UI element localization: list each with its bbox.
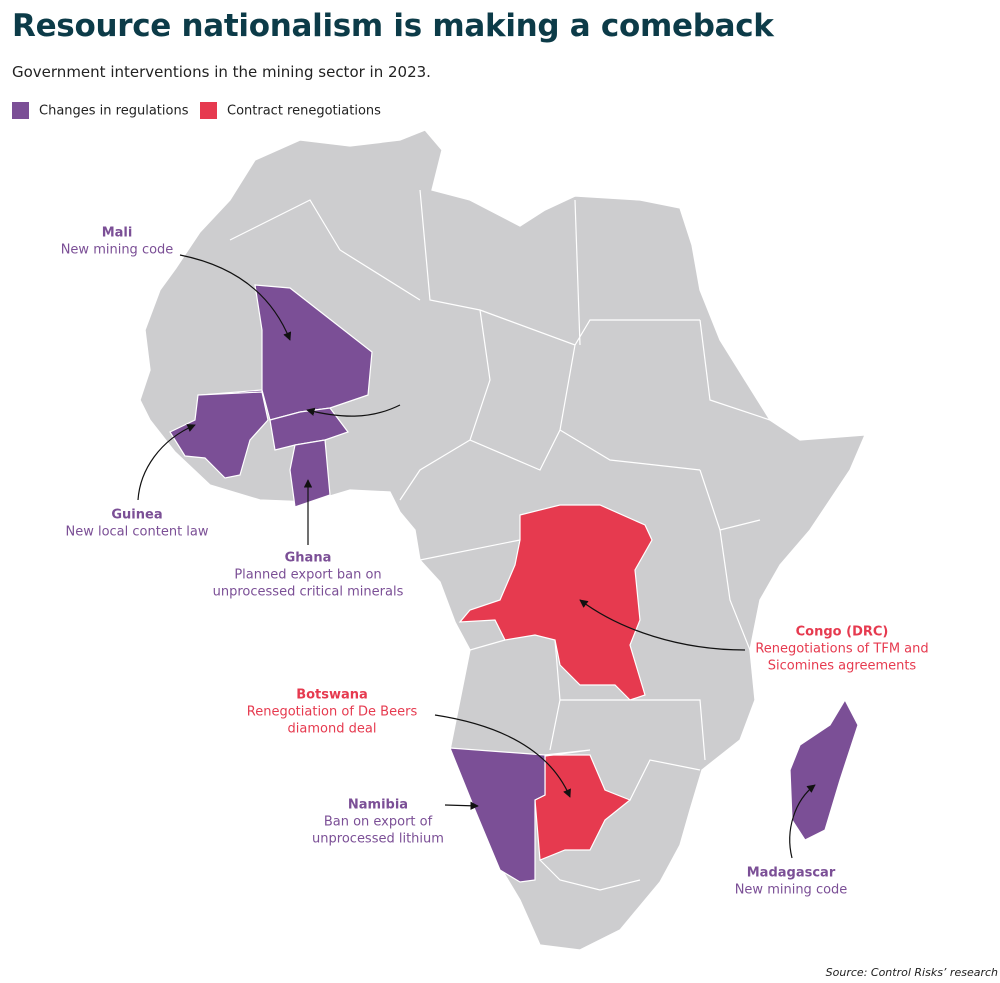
country: [789, 698, 859, 841]
annotation-country: Guinea: [111, 508, 162, 523]
annotation-country: Ghana: [285, 551, 332, 566]
arrow: [789, 784, 816, 859]
country: [269, 407, 349, 451]
country: [169, 391, 269, 479]
annotation-country: Botswana: [296, 688, 368, 703]
legend-swatch: [12, 102, 29, 119]
arrow: [179, 254, 292, 341]
subtitle: Government interventions in the mining s…: [12, 63, 431, 81]
annotation-country: Congo (DRC): [796, 625, 889, 640]
annotation-text: Renegotiation of De Beers: [247, 705, 418, 720]
source: Source: Control Risks’ research: [825, 966, 998, 979]
legend-swatch: [200, 102, 217, 119]
annotation-country: Mali: [102, 226, 133, 241]
borders: [229, 189, 771, 891]
annotation-text: Renegotiations of TFM and: [755, 642, 928, 657]
annotation-text: unprocessed lithium: [312, 832, 444, 847]
arrow: [306, 404, 401, 417]
legend-label: Changes in regulations: [39, 104, 189, 119]
annotation-text: Sicomines agreements: [768, 659, 917, 674]
annotation-country: Madagascar: [747, 866, 836, 881]
annotation-text: Ban on export of: [324, 815, 433, 830]
country: [289, 439, 331, 508]
annotation-text: unprocessed critical minerals: [213, 585, 404, 600]
annotation-country: Namibia: [348, 798, 408, 813]
annotation-text: New mining code: [61, 243, 174, 258]
arrow: [434, 714, 571, 798]
annotation-text: diamond deal: [288, 722, 377, 737]
country: [449, 747, 591, 883]
arrow: [137, 424, 196, 501]
title: Resource nationalism is making a comebac…: [12, 8, 774, 44]
annotation-text: Planned export ban on: [234, 568, 381, 583]
arrow: [579, 599, 746, 651]
legend-label: Contract renegotiations: [227, 104, 381, 119]
arrow: [444, 801, 479, 810]
country: [458, 504, 653, 701]
annotation-text: New mining code: [735, 883, 848, 898]
annotation-text: New local content law: [65, 525, 208, 540]
